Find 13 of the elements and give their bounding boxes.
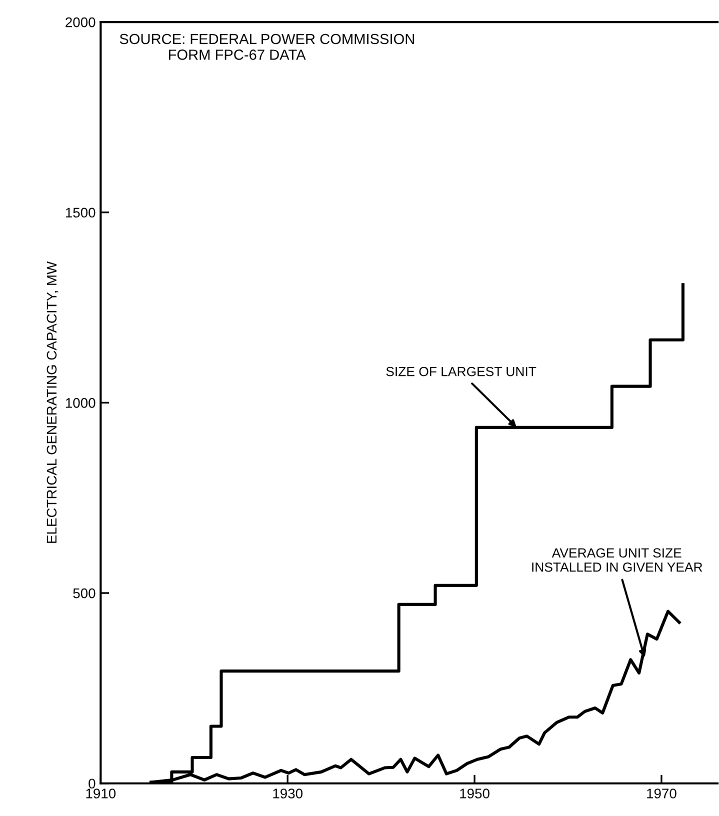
x-tick-label: 1910 — [86, 788, 116, 798]
y-tick-label: 2000 — [66, 17, 96, 28]
annotation: SIZE OF LARGEST UNIT — [386, 366, 536, 376]
y-tick-label: 1500 — [66, 208, 96, 218]
x-tick-label: 1970 — [647, 788, 676, 798]
annotation: AVERAGE UNIT SIZE INSTALLED IN GIVEN YEAR — [532, 548, 702, 572]
x-tick-label: 1950 — [460, 788, 490, 798]
y-tick-label: 0 — [88, 778, 96, 789]
x-tick-label: 1930 — [273, 788, 303, 798]
y-axis-title: ELECTRICAL GENERATING CAPACITY, MW — [46, 261, 58, 543]
annotation: SOURCE: FEDERAL POWER COMMISSION FORM FPC-67 DATA — [120, 34, 414, 60]
y-tick-label: 500 — [73, 588, 96, 598]
y-tick-label: 1000 — [66, 398, 96, 408]
